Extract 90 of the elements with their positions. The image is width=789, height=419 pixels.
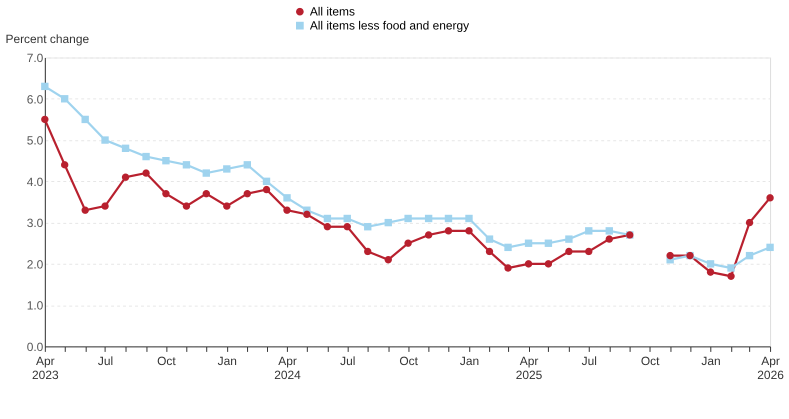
point [101, 136, 109, 144]
point [324, 223, 332, 230]
x-tick-label: Jan [701, 354, 721, 368]
point [384, 218, 392, 226]
point [504, 264, 512, 272]
point [303, 210, 311, 218]
point [766, 244, 774, 252]
point [223, 165, 230, 173]
x-tick-label: Jul [582, 354, 597, 368]
point [324, 214, 332, 222]
point [41, 116, 49, 124]
point [101, 202, 109, 210]
point [142, 169, 150, 177]
point [544, 240, 552, 247]
point [262, 186, 270, 194]
point [424, 231, 432, 239]
point [544, 260, 552, 268]
y-tick-label: 3.0 [26, 216, 44, 230]
point [524, 260, 532, 268]
point [283, 194, 291, 202]
point [82, 206, 89, 214]
x-tick-label: Apr 2024 [274, 354, 302, 382]
point [606, 227, 613, 235]
point [666, 252, 674, 260]
point [182, 161, 190, 169]
point [283, 206, 291, 214]
point [486, 235, 494, 243]
point [262, 178, 270, 186]
point [60, 161, 68, 169]
point [162, 157, 170, 164]
point [244, 190, 252, 198]
x-tick-label: Oct [157, 354, 176, 368]
point [524, 240, 532, 247]
x-tick-label: Jan [460, 354, 480, 368]
y-tick-label: 6.0 [26, 92, 44, 106]
point [444, 227, 452, 235]
point [122, 144, 130, 152]
point [486, 248, 494, 256]
point [384, 256, 392, 264]
point [465, 227, 473, 235]
point [182, 202, 190, 210]
point [162, 190, 170, 198]
point [766, 194, 774, 202]
point [585, 227, 592, 235]
point [606, 235, 613, 243]
legend-label: All items [310, 4, 355, 19]
x-tick-label: Oct [399, 354, 419, 368]
point [202, 190, 210, 198]
y-tick-label: 2.0 [26, 257, 44, 272]
point [202, 169, 210, 177]
point [344, 223, 351, 230]
point [706, 268, 714, 276]
y-tick-label: 5.0 [26, 134, 44, 148]
point [565, 235, 573, 243]
y-tick-label: 1.0 [26, 298, 44, 313]
point [60, 95, 68, 102]
point [746, 252, 754, 260]
x-tick-label: Apr 2023 [32, 354, 59, 382]
point [223, 202, 230, 210]
point [504, 244, 512, 252]
point [424, 214, 432, 222]
y-axis-title: Percent change [5, 32, 90, 46]
point [122, 174, 130, 181]
point [344, 214, 351, 222]
point [746, 218, 754, 226]
x-tick-label: Oct [640, 354, 660, 368]
point [727, 264, 735, 272]
x-tick-label: Apr 2025 [516, 354, 543, 382]
point [465, 214, 473, 222]
x-tick-label: Apr 2026 [757, 354, 784, 382]
legend-label: All items less food and energy [310, 18, 470, 33]
point [585, 248, 592, 256]
point [727, 272, 735, 280]
x-tick-label: Jul [340, 354, 356, 368]
point [364, 248, 372, 256]
point [364, 223, 372, 230]
point [82, 116, 89, 124]
point [706, 260, 714, 268]
point [244, 161, 252, 169]
y-tick-label: 4.0 [26, 174, 44, 189]
x-tick-label: Jul [98, 354, 114, 368]
point [41, 82, 49, 90]
y-tick-label: 7.0 [26, 51, 44, 65]
point [565, 248, 573, 256]
point [444, 214, 452, 222]
x-tick-label: Jan [218, 354, 237, 368]
point [142, 152, 150, 160]
point [404, 240, 412, 247]
point [404, 214, 412, 222]
y-tick-label: 0.0 [26, 340, 44, 354]
